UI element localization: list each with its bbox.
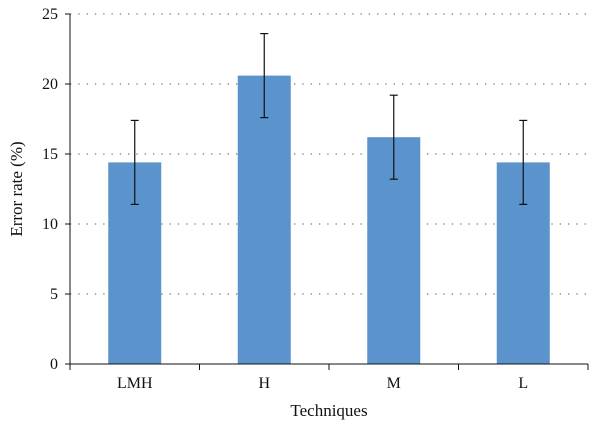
x-tick-label-LMH: LMH bbox=[117, 375, 153, 392]
error-bars bbox=[130, 32, 528, 205]
x-axis-title: Techniques bbox=[290, 401, 367, 420]
y-tick-label-25: 25 bbox=[42, 6, 58, 23]
x-tick-label-H: H bbox=[258, 375, 270, 392]
y-tick-label-0: 0 bbox=[50, 356, 58, 373]
y-axis-title: Error rate (%) bbox=[7, 141, 26, 236]
y-tick-label-20: 20 bbox=[42, 76, 58, 93]
y-tick-label-5: 5 bbox=[50, 286, 58, 303]
x-tick-label-L: L bbox=[518, 375, 528, 392]
bar-H bbox=[237, 75, 291, 364]
y-axis-ticks: 0 5 10 15 20 25 bbox=[42, 6, 70, 373]
bars bbox=[108, 75, 550, 364]
x-tick-label-M: M bbox=[387, 375, 401, 392]
x-axis-ticks: LMH H M L bbox=[69, 364, 589, 392]
y-tick-label-15: 15 bbox=[42, 146, 58, 163]
y-tick-label-10: 10 bbox=[42, 216, 58, 233]
